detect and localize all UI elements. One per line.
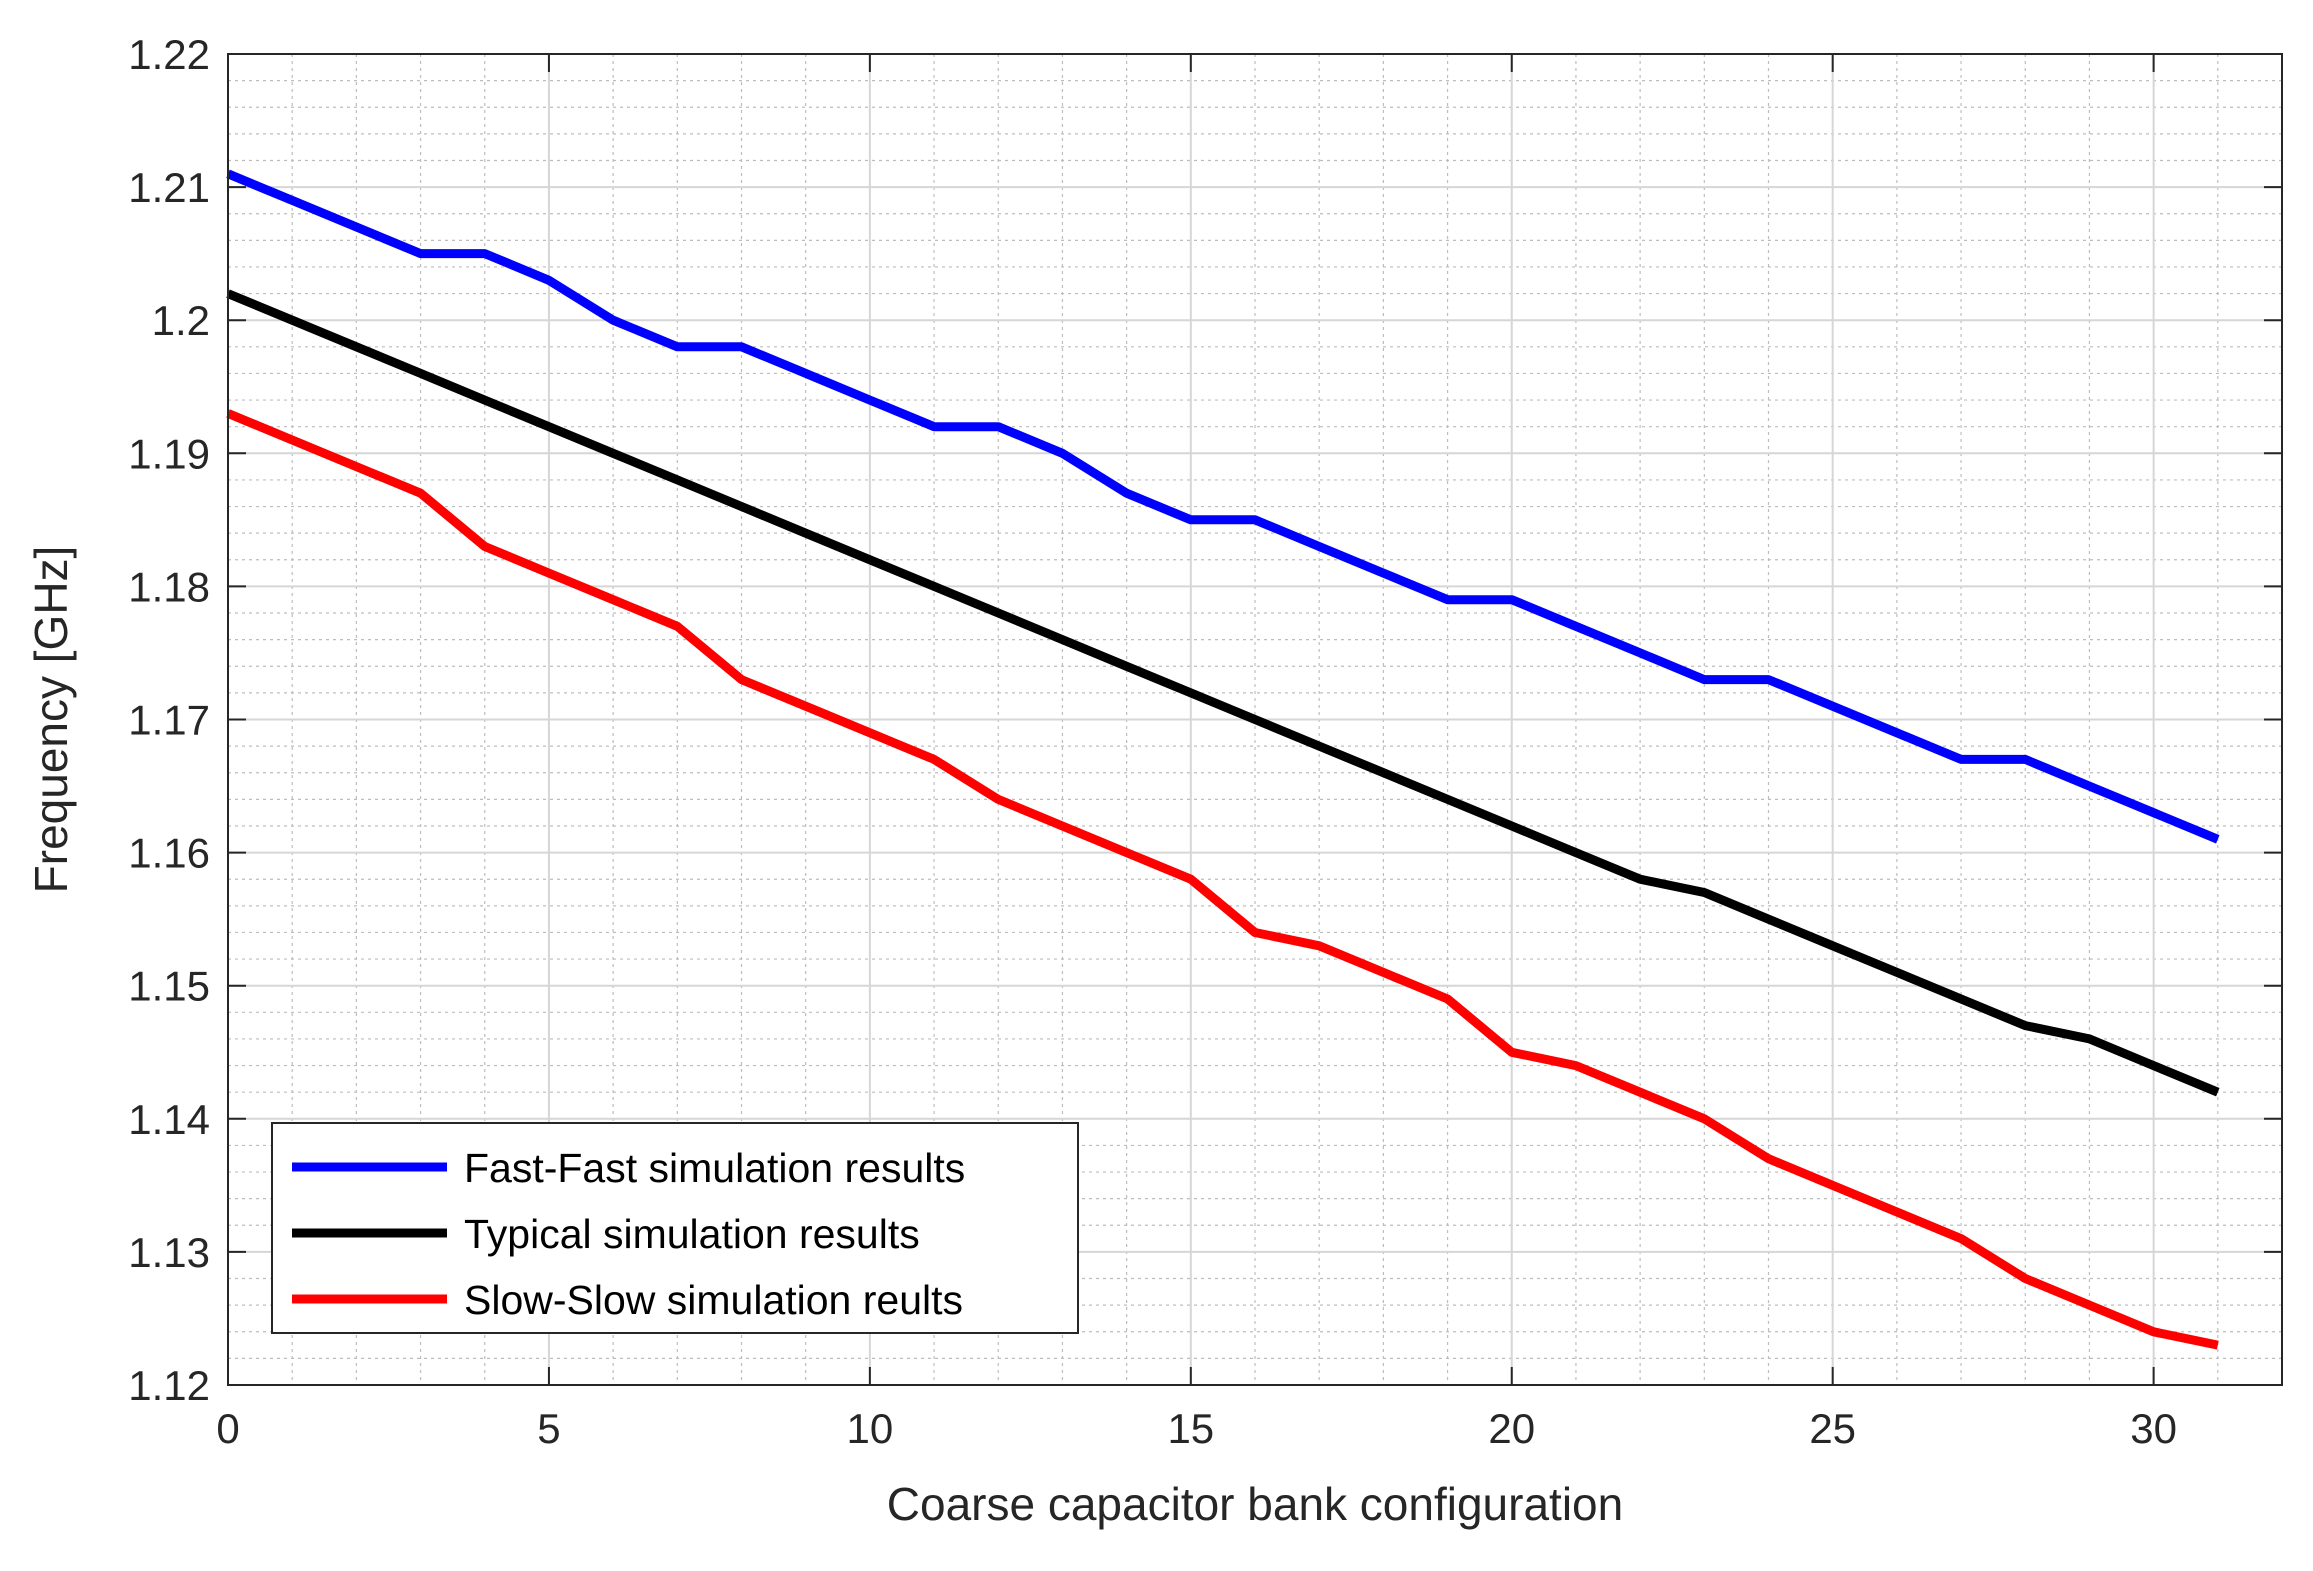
y-tick-label: 1.18 bbox=[128, 563, 210, 610]
series-line-3 bbox=[226, 409, 2219, 1350]
x-tick-label: 15 bbox=[1167, 1405, 1214, 1452]
x-tick-label: 10 bbox=[847, 1405, 894, 1452]
y-tick-label: 1.16 bbox=[128, 830, 210, 877]
legend: Fast-Fast simulation results Typical simu… bbox=[271, 1122, 1079, 1334]
y-tick-labels: 1.12 1.13 1.14 1.15 1.16 1.17 1.18 1.19 1.2 1.21 1… bbox=[128, 31, 210, 1409]
series-line-1 bbox=[226, 169, 2220, 844]
x-tick-labels: 0 5 10 15 20 25 30 bbox=[216, 1405, 2177, 1452]
y-tick-label: 1.13 bbox=[128, 1229, 210, 1276]
series-line-2 bbox=[226, 289, 2220, 1097]
y-tick-label: 1.22 bbox=[128, 31, 210, 78]
y-tick-label: 1.19 bbox=[128, 430, 210, 477]
x-tick-label: 20 bbox=[1488, 1405, 1535, 1452]
y-axis-label: Frequency [GHz] bbox=[25, 546, 77, 894]
x-axis-label: Coarse capacitor bank configuration bbox=[887, 1478, 1623, 1530]
x-tick-label: 30 bbox=[2130, 1405, 2177, 1452]
y-tick-label: 1.12 bbox=[128, 1362, 210, 1409]
y-tick-label: 1.21 bbox=[128, 164, 210, 211]
y-tick-label: 1.17 bbox=[128, 697, 210, 744]
x-tick-label: 0 bbox=[216, 1405, 239, 1452]
legend-label-2: Typical simulation results bbox=[464, 1211, 920, 1257]
x-tick-label: 25 bbox=[1809, 1405, 1856, 1452]
y-tick-label: 1.2 bbox=[152, 297, 210, 344]
axis-ticks bbox=[227, 53, 2282, 1386]
series-layer bbox=[226, 169, 2220, 1350]
y-tick-label: 1.14 bbox=[128, 1096, 210, 1143]
legend-label-3: Slow-Slow simulation reults bbox=[464, 1277, 963, 1323]
legend-label-1: Fast-Fast simulation results bbox=[464, 1145, 965, 1191]
x-tick-label: 5 bbox=[537, 1405, 560, 1452]
y-tick-label: 1.15 bbox=[128, 963, 210, 1010]
